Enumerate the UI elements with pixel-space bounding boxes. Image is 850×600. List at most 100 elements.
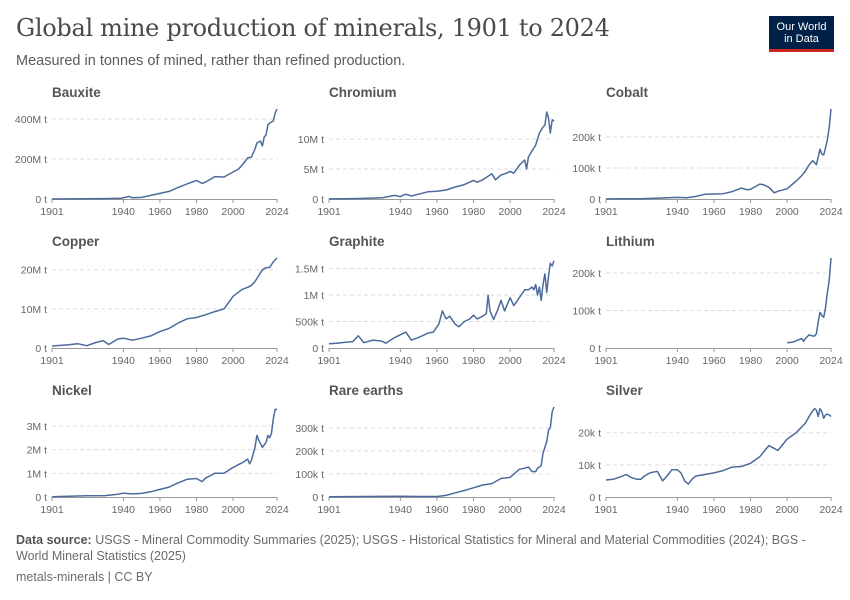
chromium-x-tick-label: 2024 [542, 206, 566, 218]
logo-line-1: Our World [776, 21, 827, 33]
owid-logo[interactable]: Our World in Data [769, 16, 834, 52]
data-source-text: USGS - Mineral Commodity Summaries (2025… [16, 533, 806, 563]
rare-earths-x-tick-label: 1960 [425, 504, 449, 516]
nickel-y-tick-label: 3M t [27, 421, 48, 433]
bauxite-y-tick-label: 200M t [15, 154, 47, 166]
graphite-x-tick-label: 1960 [425, 355, 449, 367]
silver-x-tick-label: 1980 [739, 504, 763, 516]
rare-earths-x-tick-label: 1901 [317, 504, 341, 516]
graphite-x-tick-label: 1901 [317, 355, 341, 367]
cobalt-y-tick-label: 200k t [572, 132, 601, 144]
copper-x-tick-label: 1960 [148, 355, 172, 367]
graphite-x-tick-label: 2024 [542, 355, 566, 367]
graphite-y-tick-label: 1.5M t [295, 264, 324, 276]
nickel-x-tick-label: 2000 [221, 504, 245, 516]
cobalt-x-tick-label: 2000 [775, 206, 799, 218]
lithium-panel-title: Lithium [606, 234, 655, 249]
rare-earths-y-tick-label: 0 t [312, 492, 324, 504]
rare-earths-panel-title: Rare earths [329, 383, 403, 398]
nickel-series-line [51, 408, 277, 498]
lithium-x-tick-label: 1960 [702, 355, 726, 367]
nickel-x-tick-label: 1901 [40, 504, 64, 516]
copper-x-tick-label: 1980 [185, 355, 209, 367]
lithium-y-tick-label: 100k t [572, 306, 601, 318]
graphite-x-tick-label: 1940 [389, 355, 413, 367]
chromium-x-tick-label: 1940 [389, 206, 413, 218]
silver-x-tick-label: 1940 [666, 504, 690, 516]
chart-meta: metals-minerals | CC BY [16, 570, 153, 584]
silver-y-tick-label: 10k t [578, 460, 601, 472]
copper-x-tick-label: 2000 [221, 355, 245, 367]
rare-earths-x-tick-label: 1980 [462, 504, 486, 516]
chromium-x-tick-label: 1901 [317, 206, 341, 218]
copper-y-tick-label: 0 t [35, 343, 47, 355]
small-multiples-charts: Bauxite 0 t 200M t 400M t 1901 1940 1960 1980 20… [15, 85, 843, 516]
lithium-y-tick-label: 0 t [589, 343, 601, 355]
nickel-y-tick-label: 0 t [35, 492, 47, 504]
rare-earths-y-tick-label: 300k t [295, 423, 324, 435]
copper-y-tick-label: 20M t [21, 265, 47, 277]
lithium-x-tick-label: 1980 [739, 355, 763, 367]
rare-earths-series-line [328, 406, 555, 498]
graphite-y-tick-label: 500k t [295, 317, 324, 329]
silver-y-tick-label: 0 t [589, 492, 601, 504]
bauxite-y-tick-label: 400M t [15, 114, 47, 126]
copper-x-tick-label: 1940 [112, 355, 136, 367]
cobalt-x-tick-label: 1940 [666, 206, 690, 218]
bauxite-series-line [51, 108, 278, 200]
graphite-x-tick-label: 1980 [462, 355, 486, 367]
graphite-y-tick-label: 1M t [304, 290, 325, 302]
silver-x-tick-label: 2000 [775, 504, 799, 516]
bauxite-panel-title: Bauxite [52, 85, 101, 100]
nickel-x-tick-label: 1940 [112, 504, 136, 516]
bauxite-x-tick-label: 1960 [148, 206, 172, 218]
page-title: Global mine production of minerals, 1901… [16, 14, 610, 42]
bauxite-x-tick-label: 1940 [112, 206, 136, 218]
chromium-x-tick-label: 2000 [498, 206, 522, 218]
silver-x-tick-label: 1960 [702, 504, 726, 516]
nickel-x-tick-label: 1980 [185, 504, 209, 516]
data-source: Data source: USGS - Mineral Commodity Su… [16, 532, 816, 564]
silver-y-tick-label: 20k t [578, 428, 601, 440]
graphite-series-line [328, 260, 555, 345]
chromium-y-tick-label: 5M t [304, 164, 325, 176]
nickel-y-tick-label: 2M t [27, 445, 48, 457]
nickel-x-tick-label: 1960 [148, 504, 172, 516]
chromium-y-tick-label: 0 t [312, 194, 324, 206]
chromium-x-tick-label: 1980 [462, 206, 486, 218]
rare-earths-y-tick-label: 200k t [295, 446, 324, 458]
cobalt-panel-title: Cobalt [606, 85, 649, 100]
nickel-y-tick-label: 1M t [27, 468, 48, 480]
lithium-series-line [787, 257, 832, 344]
nickel-x-tick-label: 2024 [265, 504, 289, 516]
rare-earths-x-tick-label: 2024 [542, 504, 566, 516]
cobalt-x-tick-label: 1901 [594, 206, 618, 218]
chromium-x-tick-label: 1960 [425, 206, 449, 218]
cobalt-y-tick-label: 100k t [572, 163, 601, 175]
copper-x-tick-label: 1901 [40, 355, 64, 367]
rare-earths-y-tick-label: 100k t [295, 469, 324, 481]
cobalt-y-tick-label: 0 t [589, 194, 601, 206]
graphite-x-tick-label: 2000 [498, 355, 522, 367]
chromium-y-tick-label: 10M t [298, 134, 324, 146]
lithium-x-tick-label: 2024 [819, 355, 843, 367]
silver-x-tick-label: 2024 [819, 504, 843, 516]
cobalt-x-tick-label: 1980 [739, 206, 763, 218]
rare-earths-x-tick-label: 2000 [498, 504, 522, 516]
nickel-panel-title: Nickel [52, 383, 92, 398]
silver-x-tick-label: 1901 [594, 504, 618, 516]
silver-series-line [605, 407, 832, 485]
cobalt-x-tick-label: 1960 [702, 206, 726, 218]
graphite-y-tick-label: 0 t [312, 343, 324, 355]
lithium-x-tick-label: 2000 [775, 355, 799, 367]
rare-earths-x-tick-label: 1940 [389, 504, 413, 516]
logo-line-2: in Data [784, 33, 819, 45]
copper-y-tick-label: 10M t [21, 304, 47, 316]
data-source-label: Data source: [16, 533, 92, 547]
lithium-x-tick-label: 1901 [594, 355, 618, 367]
bauxite-x-tick-label: 2024 [265, 206, 289, 218]
bauxite-x-tick-label: 2000 [221, 206, 245, 218]
chromium-series-line [328, 111, 555, 200]
silver-panel-title: Silver [606, 383, 644, 398]
bauxite-x-tick-label: 1901 [40, 206, 64, 218]
